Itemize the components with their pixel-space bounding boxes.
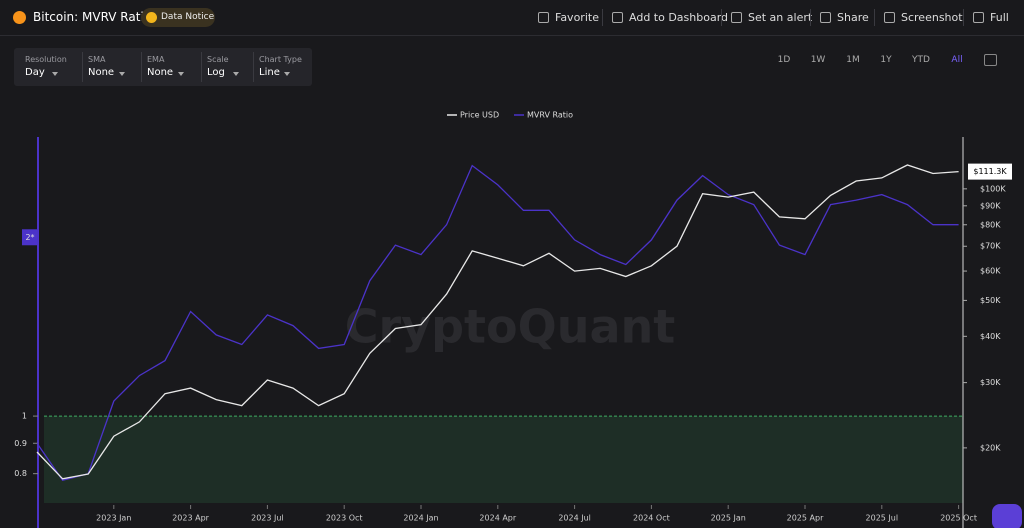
toolbar-separator (602, 9, 603, 26)
y2-tick-label: $100K (980, 184, 1006, 193)
page-title: Bitcoin: MVRV Ratio (33, 10, 152, 24)
toolbar-item[interactable]: Add to Dashboard (629, 11, 729, 24)
watermark: CryptoQuant (345, 300, 676, 354)
control-label: EMA (147, 55, 165, 64)
range-button[interactable]: 1W (810, 55, 826, 65)
control-separator (253, 52, 254, 82)
control-value[interactable]: Day (25, 67, 45, 78)
notice-pill[interactable] (141, 8, 215, 27)
control-value[interactable]: Log (207, 67, 225, 78)
toolbar-item[interactable]: Full (990, 11, 1009, 24)
control-separator (141, 52, 142, 82)
y2-tick-label: $50K (980, 296, 1001, 305)
value-label-box (968, 163, 1012, 180)
y2-tick-label: $20K (980, 443, 1001, 452)
x-tick-label: 2023 Jul (251, 514, 284, 523)
controls-box (14, 48, 312, 86)
range-button[interactable]: All (951, 55, 963, 65)
toolbar-icon[interactable] (973, 12, 984, 23)
toolbar-item[interactable]: Screenshot (901, 11, 963, 24)
dropdown-caret (52, 72, 58, 76)
toolbar-item[interactable]: Share (837, 11, 869, 24)
series-line (36, 164, 959, 481)
notice-icon (146, 12, 157, 23)
calendar-icon[interactable] (984, 54, 997, 66)
control-value[interactable]: None (147, 67, 174, 78)
notice-text[interactable]: Data Notice (161, 12, 215, 22)
control-label: Scale (207, 55, 229, 64)
dropdown-caret (233, 72, 239, 76)
header-bar (0, 0, 1024, 36)
control-separator (201, 52, 202, 82)
x-tick-label: 2023 Oct (326, 514, 363, 523)
toolbar-icon[interactable] (884, 12, 895, 23)
x-tick-label: 2024 Oct (633, 514, 670, 523)
y-tick-badge (22, 229, 38, 246)
toolbar-item[interactable]: Set an alert (748, 11, 813, 24)
y2-tick-label: $80K (980, 220, 1001, 229)
y2-tick-label: $40K (980, 332, 1001, 341)
y-tick-label: 1 (22, 412, 27, 421)
y2-tick-label: $60K (980, 267, 1001, 276)
threshold-zone (44, 416, 963, 503)
control-label: SMA (88, 55, 106, 64)
legend-label: Price USD (460, 111, 499, 120)
toolbar-separator (963, 9, 964, 26)
value-label: $111.3K (973, 167, 1007, 176)
toolbar-separator (810, 9, 811, 26)
x-tick-label: 2023 Apr (172, 514, 209, 523)
range-button[interactable]: 1M (846, 55, 860, 65)
dropdown-caret (284, 72, 290, 76)
toolbar-icon[interactable] (612, 12, 623, 23)
x-tick-label: 2024 Apr (479, 514, 516, 523)
toolbar-icon[interactable] (731, 12, 742, 23)
y-tick-label: 2* (25, 233, 34, 242)
bitcoin-icon (13, 11, 26, 24)
y2-tick-label: $90K (980, 201, 1001, 210)
x-tick-label: 2025 Jan (711, 514, 746, 523)
range-button[interactable]: 1Y (880, 55, 892, 65)
control-label: Resolution (25, 55, 67, 64)
series-line (36, 164, 959, 480)
control-value[interactable]: None (88, 67, 115, 78)
y-tick-label: 0.9 (14, 439, 27, 448)
toolbar-icon[interactable] (538, 12, 549, 23)
dropdown-caret (178, 72, 184, 76)
toolbar-icon[interactable] (820, 12, 831, 23)
x-tick-label: 2025 Jul (866, 514, 899, 523)
x-tick-label: 2025 Oct (940, 514, 977, 523)
range-button[interactable]: 1D (777, 55, 791, 65)
dropdown-caret (119, 72, 125, 76)
x-tick-label: 2023 Jan (96, 514, 131, 523)
legend-label: MVRV Ratio (527, 111, 573, 120)
range-button[interactable]: YTD (912, 55, 930, 65)
toolbar-item[interactable]: Favorite (555, 11, 599, 24)
y-tick-label: 0.8 (14, 469, 27, 478)
control-separator (82, 52, 83, 82)
control-label: Chart Type (259, 55, 302, 64)
y2-tick-label: $30K (980, 378, 1001, 387)
toolbar-separator (721, 9, 722, 26)
y2-tick-label: $70K (980, 242, 1001, 251)
x-tick-label: 2024 Jul (558, 514, 591, 523)
x-tick-label: 2024 Jan (403, 514, 438, 523)
x-tick-label: 2025 Apr (787, 514, 824, 523)
toolbar-separator (874, 9, 875, 26)
chat-button[interactable] (992, 504, 1022, 528)
control-value[interactable]: Line (259, 67, 280, 78)
